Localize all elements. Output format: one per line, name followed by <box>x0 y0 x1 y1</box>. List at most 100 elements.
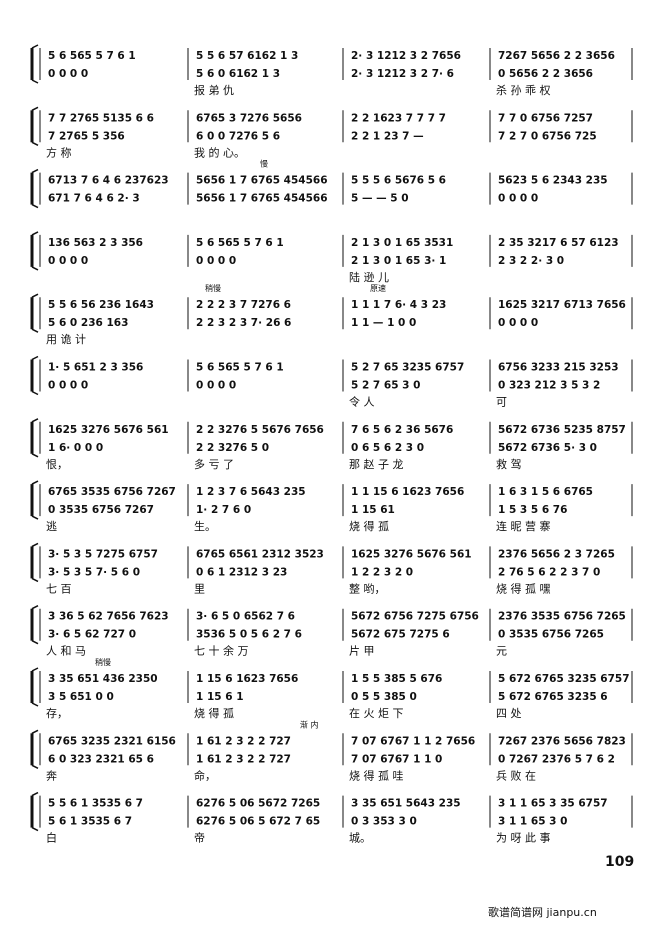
bracket-tip <box>31 231 39 236</box>
bracket-tip <box>31 266 39 271</box>
upper-measure: 1 6 3 1 5 6 6765 <box>498 486 593 498</box>
bracket-tip <box>31 542 39 548</box>
upper-measure: 7 7 0 6756 7257 <box>498 112 593 124</box>
lyric: 存， <box>46 706 68 720</box>
lyric: 烧 得 孤 哇 <box>349 769 404 782</box>
lower-measure: 5672 6736 5· 3 0 <box>498 442 597 454</box>
lower-measure: 0 0 0 0 <box>48 380 88 392</box>
lower-measure: 7 2 7 0 6756 725 <box>498 130 597 142</box>
bracket-tip <box>31 577 39 583</box>
lyric: 恨， <box>46 457 68 471</box>
upper-measure: 3 1 1 65 3 35 6757 <box>498 798 608 810</box>
lower-measure: 3· 5 3 5 7· 5 6 0 <box>48 566 140 578</box>
bracket-tip <box>31 515 39 520</box>
upper-measure: 6765 6561 2312 3523 <box>196 548 324 560</box>
lyric: 七 十 余 万 <box>194 644 249 658</box>
bracket-tip <box>31 203 39 209</box>
bracket-tip <box>31 328 39 333</box>
tempo-mark: 稍慢 <box>205 283 221 293</box>
upper-measure: 2376 3535 6756 7265 <box>498 611 626 623</box>
lower-measure: 671 7 6 4 6 2· 3 <box>48 193 140 205</box>
upper-measure: 2 2 3276 5 5676 7656 <box>196 424 324 436</box>
lower-measure: 0 3535 6756 7267 <box>48 504 154 516</box>
lower-measure: 0 3 353 3 0 <box>351 816 417 828</box>
lower-measure: 0 0 0 0 <box>498 193 538 205</box>
upper-measure: 7267 2376 5656 7823 <box>498 735 626 747</box>
lower-measure: 0 0 0 0 <box>196 380 236 392</box>
lyric: 令 人 <box>349 395 375 409</box>
lower-measure: 2· 3 1212 3 2 7· 6 <box>351 68 454 80</box>
lower-measure: 5 672 6765 3235 6 <box>498 691 608 703</box>
lower-measure: 0 0 0 0 <box>48 68 88 80</box>
upper-measure: 5 5 6 56 236 1643 <box>48 299 154 311</box>
upper-measure: 5672 6736 5235 8757 <box>498 424 626 436</box>
lower-measure: 0 323 212 3 5 3 2 <box>498 380 600 392</box>
lower-measure: 0 3535 6756 7265 <box>498 629 604 641</box>
lower-measure: 6 0 0 7276 5 6 <box>196 130 280 142</box>
lyric: 城。 <box>349 832 371 845</box>
lower-measure: 1· 2 7 6 0 <box>196 504 251 516</box>
upper-measure: 6713 7 6 4 6 237623 <box>48 175 169 187</box>
lyric: 报 弟 仇 <box>194 83 234 97</box>
lyric: 整 哟， <box>349 581 386 595</box>
upper-measure: 5 5 6 1 3535 6 7 <box>48 798 143 810</box>
lower-measure: 1 15 61 <box>351 504 395 516</box>
lyric: 用 诡 计 <box>46 332 86 346</box>
lower-measure: 0 5656 2 2 3656 <box>498 68 593 80</box>
lower-measure: 5 6 0 6162 1 3 <box>196 68 280 80</box>
lyric: 杀 孙 乖 权 <box>496 83 551 97</box>
lyric: 为 呀 此 事 <box>496 832 551 845</box>
bracket-tip <box>31 729 39 734</box>
upper-measure: 1 1 1 7 6· 4 3 23 <box>351 299 446 311</box>
tempo-mark: 稍慢 <box>95 657 111 667</box>
upper-measure: 2 2 1623 7 7 7 7 <box>351 112 446 124</box>
lyric: 逃 <box>46 520 57 533</box>
upper-measure: 5 672 6765 3235 6757 <box>498 673 630 685</box>
lower-measure: 5672 675 7275 6 <box>351 629 450 641</box>
upper-measure: 1625 3276 5676 561 <box>351 548 472 560</box>
bracket-tip <box>31 702 39 707</box>
lower-measure: 1 15 6 1 <box>196 691 244 703</box>
upper-measure: 3 35 651 5643 235 <box>351 798 461 810</box>
lower-measure: 0 6 1 2312 3 23 <box>196 566 287 578</box>
upper-measure: 6765 3 7276 5656 <box>196 112 302 124</box>
lyric: 烧 得 孤 嘿 <box>496 582 551 595</box>
lyric: 烧 得 孤 <box>194 707 234 720</box>
lyric: 奔 <box>46 769 57 782</box>
lyric: 命， <box>194 768 216 782</box>
lower-measure: 6276 5 06 5 672 7 65 <box>196 816 320 828</box>
lyric: 元 <box>496 645 507 658</box>
upper-measure: 5672 6756 7275 6756 <box>351 611 479 623</box>
upper-measure: 1· 5 651 2 3 356 <box>48 362 143 374</box>
upper-measure: 5 6 565 5 7 6 1 <box>196 237 284 249</box>
lower-measure: 1 1 — 1 0 0 <box>351 317 416 329</box>
lyric: 救 驾 <box>496 457 522 471</box>
lyric: 四 处 <box>496 707 522 720</box>
lower-measure: 2 2 3276 5 0 <box>196 442 269 454</box>
upper-measure: 2 35 3217 6 57 6123 <box>498 237 619 249</box>
lower-measure: 5 6 1 3535 6 7 <box>48 816 132 828</box>
upper-measure: 7 7 2765 5135 6 6 <box>48 112 154 124</box>
bracket-tip <box>31 640 39 645</box>
bracket-tip <box>31 168 39 174</box>
upper-measure: 7267 5656 2 2 3656 <box>498 50 615 62</box>
lyric: 连 昵 营 寨 <box>496 519 551 533</box>
upper-measure: 1 15 6 1623 7656 <box>196 673 298 685</box>
lower-measure: 3· 6 5 62 727 0 <box>48 629 136 641</box>
upper-measure: 5 5 6 57 6162 1 3 <box>196 50 298 62</box>
bracket-tip <box>31 667 39 672</box>
lower-measure: 0 7267 2376 5 7 6 2 <box>498 753 615 765</box>
lower-measure: 0 0 0 0 <box>498 317 538 329</box>
tempo-mark: 渐 内 <box>300 719 319 729</box>
upper-measure: 2376 5656 2 3 7265 <box>498 548 615 560</box>
bracket-tip <box>31 418 39 423</box>
lower-measure: 3536 5 0 5 6 2 7 6 <box>196 629 302 641</box>
lyric: 片 甲 <box>349 645 375 658</box>
upper-measure: 2 1 3 0 1 65 3531 <box>351 237 453 249</box>
lower-measure: 0 0 0 0 <box>48 255 88 267</box>
page-number: 109 <box>605 854 634 870</box>
upper-measure: 2 2 2 3 7 7276 6 <box>196 299 291 311</box>
lyric: 七 百 <box>46 582 72 595</box>
upper-measure: 3· 5 3 5 7275 6757 <box>48 548 158 560</box>
lower-measure: 2 1 3 0 1 65 3· 1 <box>351 255 446 267</box>
